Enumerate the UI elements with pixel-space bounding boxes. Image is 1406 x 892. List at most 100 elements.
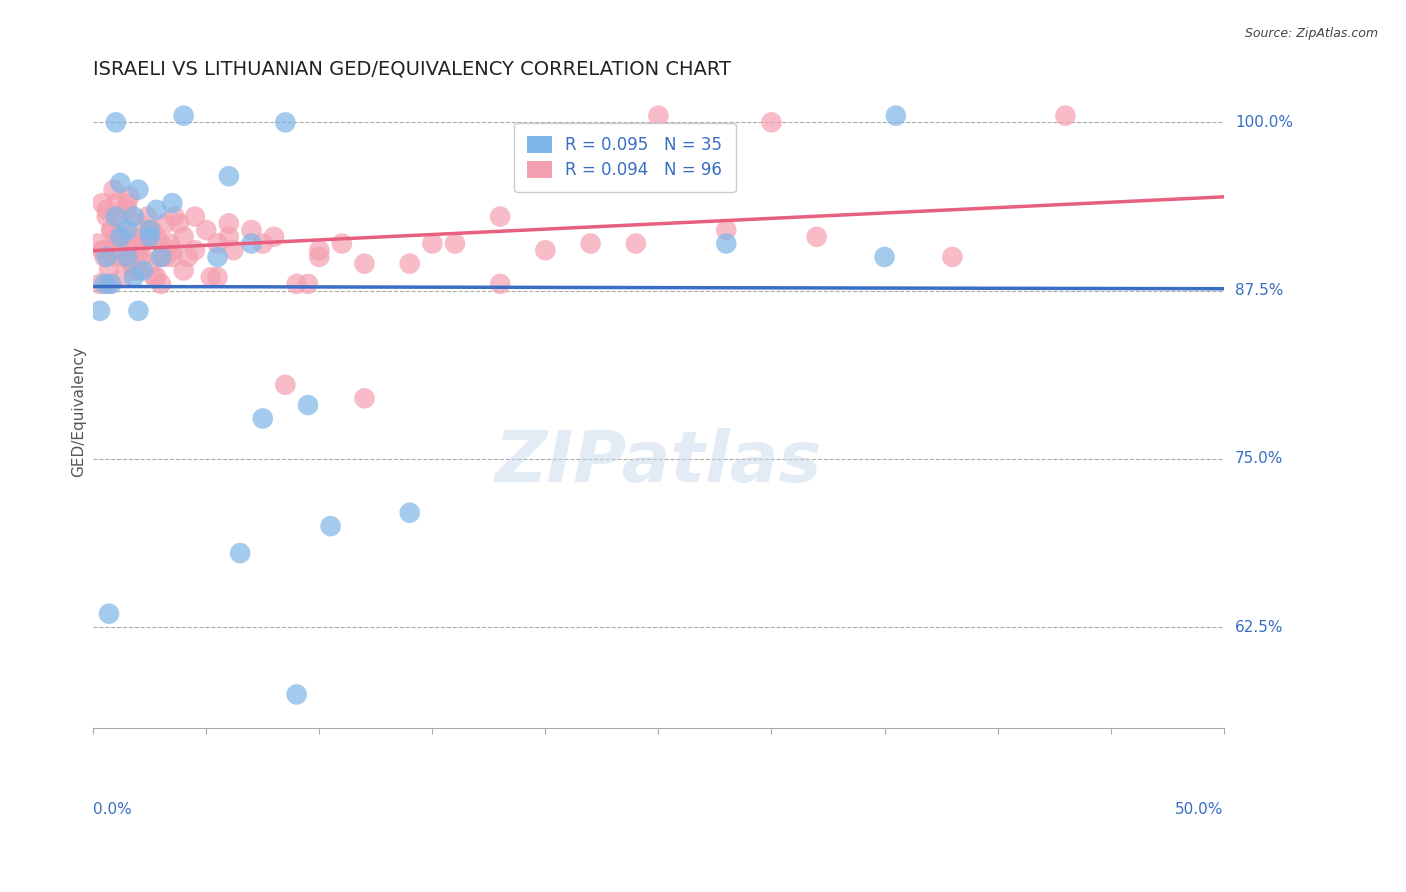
Point [127, 263, 149, 277]
Point [122, 270, 145, 285]
Point [200, 270, 222, 285]
Point [127, 244, 149, 258]
Point [297, 277, 319, 291]
Point [173, 263, 195, 277]
Point [297, 398, 319, 412]
Point [132, 263, 155, 277]
Point [806, 229, 828, 244]
Point [104, 115, 127, 129]
Point [489, 210, 512, 224]
Text: Source: ZipAtlas.com: Source: ZipAtlas.com [1244, 27, 1378, 40]
Point [127, 183, 149, 197]
Point [489, 277, 512, 291]
Point [132, 250, 155, 264]
Text: ZIPatlas: ZIPatlas [495, 428, 823, 497]
Legend: R = 0.095   N = 35, R = 0.094   N = 96: R = 0.095 N = 35, R = 0.094 N = 96 [513, 123, 735, 193]
Point [107, 236, 129, 251]
Point [115, 223, 138, 237]
Point [761, 115, 783, 129]
Point [86, 236, 108, 251]
Point [162, 244, 184, 258]
Point [229, 546, 252, 560]
Point [100, 223, 122, 237]
Point [252, 411, 274, 425]
Point [93, 277, 115, 291]
Point [150, 277, 173, 291]
Point [218, 169, 240, 184]
Point [873, 250, 896, 264]
Point [127, 303, 149, 318]
Point [138, 229, 160, 244]
Point [274, 115, 297, 129]
Text: 75.0%: 75.0% [1234, 451, 1284, 467]
Point [398, 257, 420, 271]
Point [167, 216, 190, 230]
Point [308, 250, 330, 264]
Point [89, 303, 111, 318]
Point [145, 270, 167, 285]
Point [103, 244, 125, 258]
Point [444, 236, 467, 251]
Point [941, 250, 963, 264]
Point [150, 250, 173, 264]
Point [647, 109, 669, 123]
Point [173, 229, 195, 244]
Point [319, 519, 342, 533]
Point [141, 223, 163, 237]
Point [107, 250, 129, 264]
Point [129, 236, 152, 251]
Point [89, 277, 111, 291]
Point [579, 236, 602, 251]
Point [138, 257, 160, 271]
Point [115, 250, 138, 264]
Point [111, 250, 134, 264]
Point [110, 176, 132, 190]
Y-axis label: GED/Equivalency: GED/Equivalency [72, 346, 86, 477]
Point [136, 229, 159, 244]
Point [115, 196, 138, 211]
Point [184, 210, 207, 224]
Point [150, 250, 173, 264]
Point [118, 244, 141, 258]
Point [98, 607, 121, 621]
Point [173, 109, 195, 123]
Point [163, 210, 186, 224]
Text: 50.0%: 50.0% [1175, 802, 1223, 817]
Point [177, 250, 200, 264]
Point [93, 244, 115, 258]
Point [114, 202, 136, 217]
Point [285, 277, 308, 291]
Point [398, 506, 420, 520]
Point [104, 236, 127, 251]
Point [308, 244, 330, 258]
Text: 62.5%: 62.5% [1234, 620, 1284, 634]
Point [91, 244, 114, 258]
Point [122, 263, 145, 277]
Point [100, 223, 122, 237]
Point [884, 109, 907, 123]
Text: 87.5%: 87.5% [1234, 283, 1284, 298]
Point [98, 277, 121, 291]
Point [114, 244, 136, 258]
Point [195, 223, 218, 237]
Point [98, 263, 121, 277]
Point [285, 688, 308, 702]
Text: 100.0%: 100.0% [1234, 115, 1294, 130]
Point [115, 202, 138, 217]
Point [222, 244, 245, 258]
Point [162, 196, 184, 211]
Point [330, 236, 353, 251]
Text: 0.0%: 0.0% [93, 802, 132, 817]
Point [162, 250, 184, 264]
Point [145, 229, 167, 244]
Point [184, 244, 207, 258]
Point [104, 229, 127, 244]
Point [716, 223, 738, 237]
Point [132, 229, 155, 244]
Point [207, 250, 229, 264]
Point [122, 210, 145, 224]
Point [127, 236, 149, 251]
Point [263, 229, 285, 244]
Point [240, 223, 263, 237]
Point [118, 189, 141, 203]
